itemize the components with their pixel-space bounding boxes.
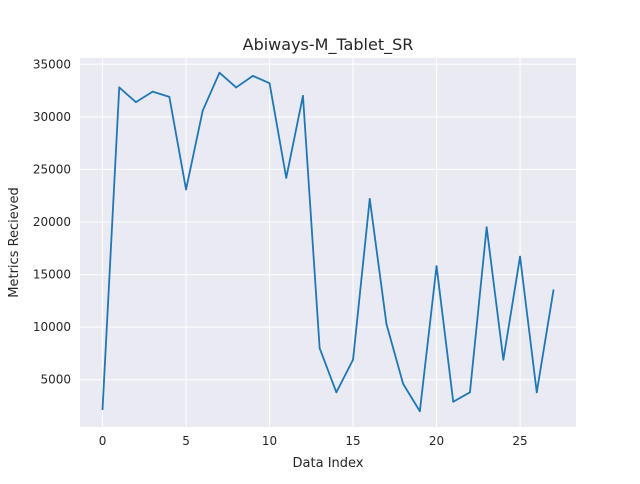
data-point [118, 86, 121, 89]
x-tick-label: 15 [345, 434, 360, 448]
x-tick-label: 10 [262, 434, 277, 448]
chart-title: Abiways-M_Tablet_SR [243, 35, 414, 55]
x-axis-ticks: 0 5 10 15 20 25 [99, 434, 528, 448]
data-point [352, 358, 354, 361]
y-tick-label: 25000 [33, 162, 71, 176]
data-point [318, 347, 321, 350]
y-tick-label: 5000 [40, 373, 71, 387]
data-point [201, 109, 204, 112]
series-line [101, 71, 555, 413]
data-point [452, 400, 455, 403]
data-point [302, 94, 304, 97]
data-point [535, 391, 538, 394]
data-point [151, 90, 154, 93]
data-point [168, 95, 171, 98]
x-tick-label: 0 [99, 434, 107, 448]
data-point [469, 391, 471, 394]
data-point [519, 255, 521, 258]
x-tick-label: 25 [512, 434, 527, 448]
data-point [385, 323, 388, 325]
data-point [251, 74, 254, 77]
data-point [101, 408, 104, 411]
y-tick-label: 35000 [33, 57, 71, 71]
plot-area [80, 58, 576, 427]
y-axis-label: Metrics Recieved [7, 187, 22, 297]
data-point [235, 86, 238, 89]
y-tick-label: 10000 [33, 320, 71, 334]
data-point [135, 101, 137, 104]
data-point [368, 197, 371, 200]
y-tick-label: 20000 [33, 215, 71, 229]
y-tick-label: 15000 [33, 268, 71, 282]
data-point [485, 226, 488, 229]
x-tick-label: 5 [182, 434, 190, 448]
y-tick-label: 30000 [33, 110, 71, 124]
data-point [185, 188, 187, 191]
data-point [285, 176, 288, 179]
data-point [502, 358, 505, 361]
series-layer [101, 71, 555, 413]
y-axis-ticks: 5000 10000 15000 20000 25000 30000 35000 [33, 57, 71, 386]
data-point [435, 265, 438, 268]
x-tick-label: 20 [429, 434, 444, 448]
data-point [552, 289, 555, 292]
data-point [335, 391, 338, 394]
x-axis-label: Data Index [293, 456, 364, 471]
data-point [402, 382, 405, 385]
data-point [418, 410, 421, 413]
data-point [218, 71, 221, 74]
data-point [268, 82, 271, 85]
grid [80, 58, 576, 427]
